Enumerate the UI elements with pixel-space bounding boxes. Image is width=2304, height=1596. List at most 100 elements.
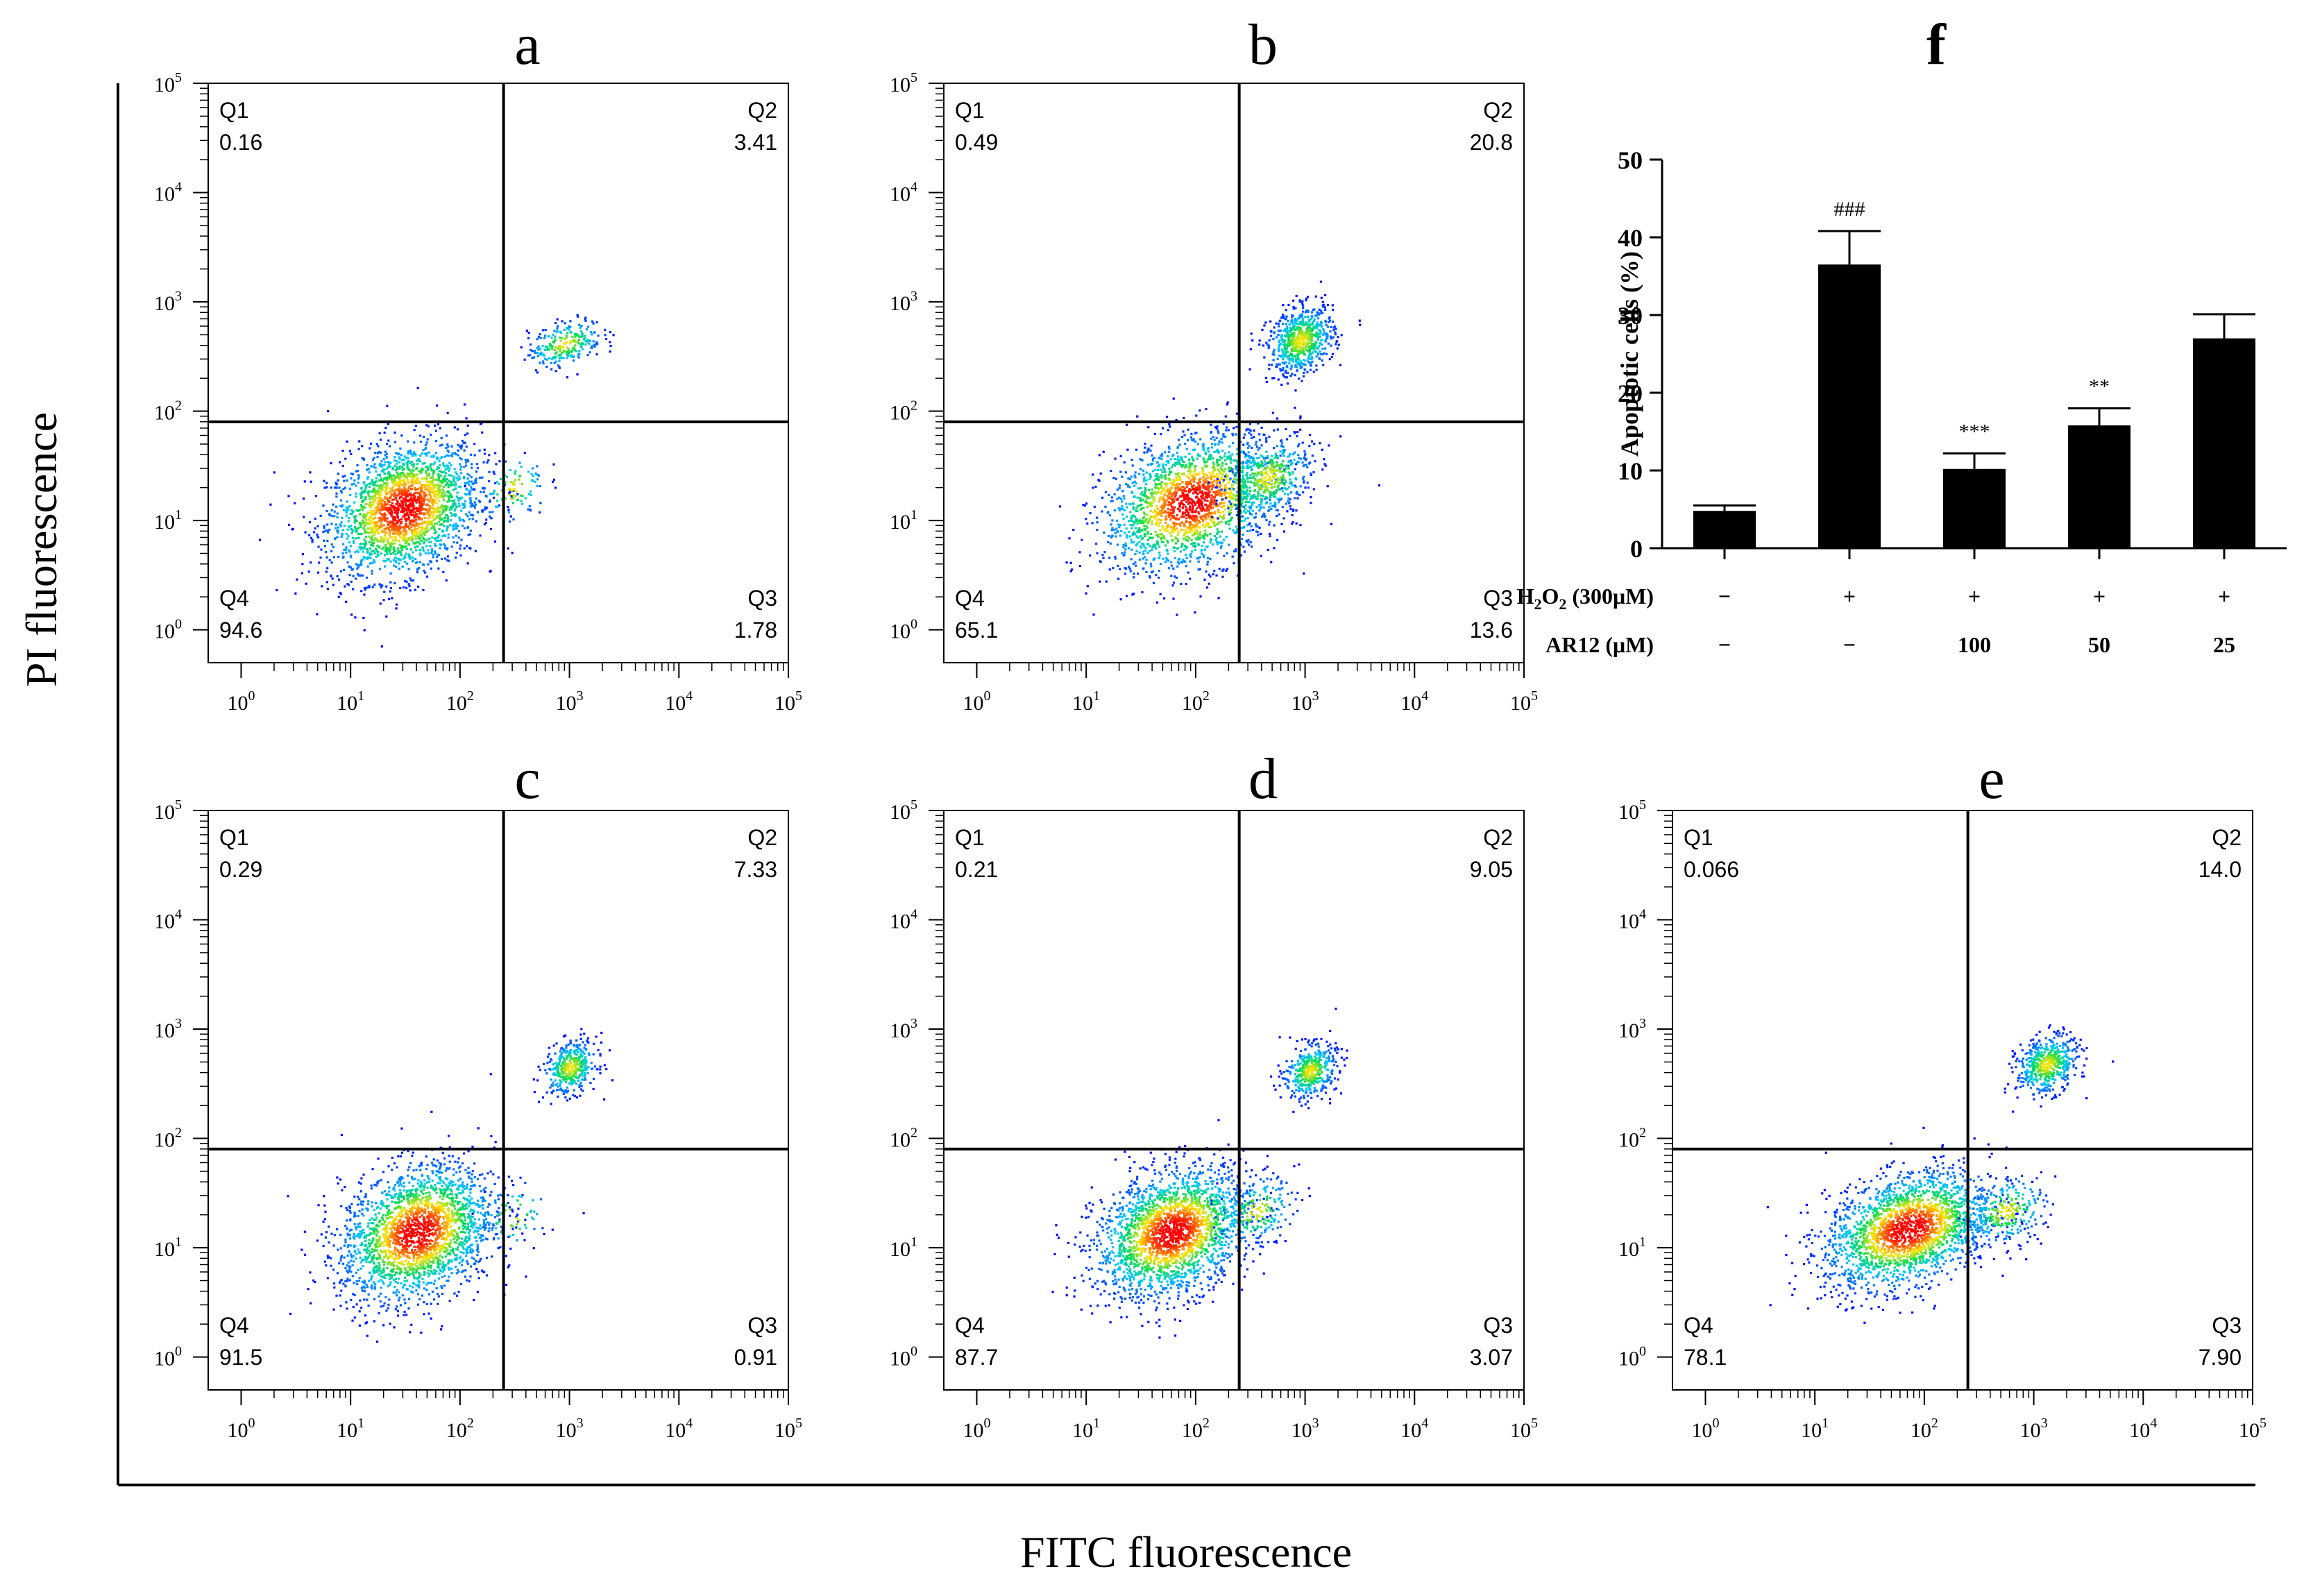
data-point [575,350,577,352]
data-point [386,453,388,455]
data-point [1130,459,1133,461]
data-point [1244,501,1246,503]
data-point [341,552,344,554]
data-point [375,492,377,494]
data-point [342,475,344,477]
data-point [1210,519,1212,521]
data-point [1130,549,1133,551]
data-point [438,467,440,469]
data-point [1204,452,1206,454]
data-point [1156,541,1158,543]
data-point [318,561,320,563]
data-point [542,329,544,331]
data-point [1196,489,1198,491]
data-point [604,334,607,336]
data-point [332,577,334,579]
data-point [364,588,366,591]
data-point [1112,567,1114,569]
data-point [1194,503,1196,505]
y-tick-exponent: 2 [175,398,182,414]
data-point [439,464,441,466]
x-tick-label: 105 [774,688,802,715]
data-point [549,343,551,345]
data-point [1209,458,1211,460]
data-point [1151,523,1153,525]
data-point [368,536,370,538]
data-point [332,546,334,548]
data-point [537,348,539,350]
data-point [407,556,409,558]
data-point [1263,356,1265,358]
data-point [1206,524,1208,526]
data-point [561,337,564,339]
data-point [341,450,344,452]
data-point [407,489,409,491]
data-point [452,479,455,481]
data-point [366,586,368,588]
data-point [455,453,457,455]
data-point [428,538,430,540]
data-point [1135,518,1137,520]
data-point [423,496,425,498]
data-point [435,430,437,432]
data-point [398,461,400,464]
data-point [458,502,460,504]
data-point [1169,518,1171,520]
data-point [440,539,442,541]
data-point [1244,434,1246,436]
data-point [1210,507,1212,509]
data-point [586,328,588,330]
data-point [1190,539,1192,541]
data-point [1173,398,1175,400]
data-point [380,523,382,525]
data-point [330,523,332,525]
data-point [363,517,365,519]
data-point [327,531,329,533]
data-point [379,512,381,514]
data-point [367,566,369,568]
data-point [1214,443,1217,445]
data-point [320,548,322,550]
data-point [463,520,465,522]
data-point [1207,513,1209,516]
data-point [1252,510,1254,512]
data-point [1108,535,1110,537]
data-point [446,483,448,485]
data-point [343,569,345,571]
data-point [424,489,426,491]
data-point [1174,507,1176,509]
data-point [1221,506,1223,508]
data-point [1070,562,1072,564]
data-point [1128,535,1130,537]
data-point [543,337,545,339]
data-point [1097,479,1099,481]
scatter-points [259,314,615,648]
data-point [1159,529,1161,532]
data-point [1125,483,1127,485]
data-point [1198,568,1200,570]
data-point [363,593,365,595]
data-point [485,495,487,498]
data-point [536,338,539,340]
data-point [296,579,298,581]
data-point [554,322,557,324]
data-point [1268,436,1270,438]
data-point [370,443,372,445]
data-point [420,490,422,492]
data-point [459,457,461,459]
data-point [402,538,404,541]
data-point [1185,520,1187,522]
data-point [450,464,452,466]
data-point [1217,597,1219,599]
data-point [389,591,391,593]
data-point [1143,452,1145,454]
data-point [1174,536,1176,538]
data-point [1125,545,1127,547]
x-tick-exponent: 4 [1421,688,1428,704]
data-point [387,461,389,463]
data-point [335,495,337,498]
data-point [1216,473,1218,475]
data-point [1194,448,1196,450]
data-point [1195,537,1197,539]
data-point [1181,561,1183,563]
